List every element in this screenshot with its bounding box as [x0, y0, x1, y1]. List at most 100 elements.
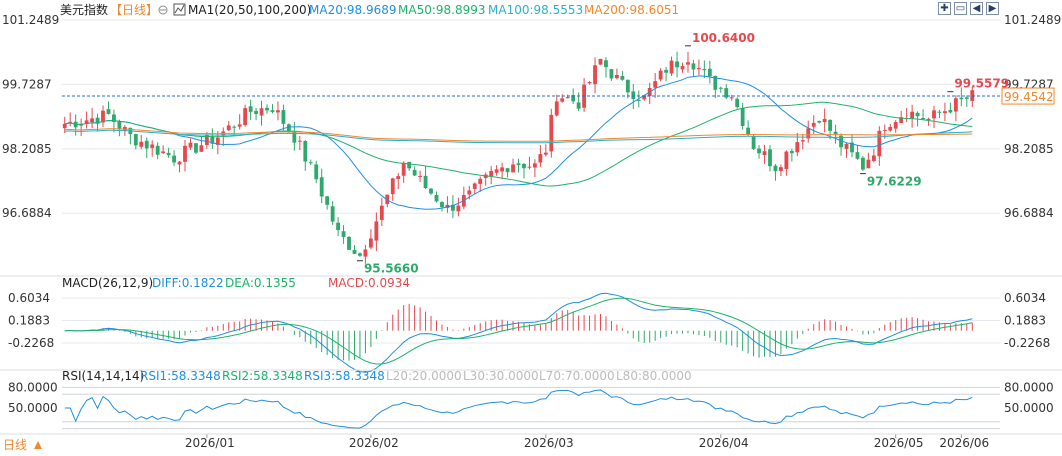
candle [511, 158, 515, 173]
candle [959, 87, 964, 107]
candle [325, 195, 330, 210]
candle [735, 97, 740, 109]
move-left-button[interactable]: ◀ [970, 2, 983, 15]
candle [866, 152, 871, 169]
candle [538, 144, 543, 167]
candle [937, 109, 942, 119]
candle [757, 145, 761, 159]
macd-label: MACD(26,12,9) [62, 276, 153, 290]
candle [215, 131, 220, 155]
candle [128, 127, 133, 145]
candle [702, 60, 707, 79]
candle [582, 78, 587, 112]
candle [161, 145, 166, 155]
move-right-button[interactable]: ▶ [986, 2, 999, 15]
candle [429, 187, 433, 196]
rsi-tick-right: 50.0000 [1004, 401, 1054, 415]
candle [576, 92, 581, 112]
macd-dea-value: DEA:0.1355 [225, 276, 296, 290]
price-tick-right: 98.2085 [1004, 142, 1054, 156]
candle [822, 108, 827, 133]
candle [62, 116, 67, 133]
x-tick-label: 2026/02 [349, 436, 399, 450]
period-label: 【日线】 [110, 3, 158, 17]
candle [686, 51, 690, 73]
candle [713, 75, 718, 99]
rsi-tick-right: 80.0000 [1004, 380, 1054, 394]
x-tick-label: 2026/05 [874, 436, 924, 450]
rsi-l80: L80:80.0000 [616, 369, 692, 383]
candle [336, 217, 341, 237]
candle [73, 114, 78, 136]
candle [390, 177, 395, 201]
price-tick-left: 99.7287 [2, 77, 52, 91]
candle [861, 156, 865, 171]
x-tick-label: 2026/01 [185, 436, 235, 450]
ma200-value: MA200:98.6051 [584, 3, 679, 17]
candle [729, 94, 734, 101]
candle [210, 128, 215, 149]
price-tick-left: 98.2085 [2, 142, 52, 156]
ma50-line [64, 101, 973, 187]
zoom-out-button[interactable]: ▭ [954, 2, 967, 15]
candle [254, 108, 258, 121]
candle [724, 84, 729, 100]
candle [396, 172, 401, 190]
candle [691, 59, 696, 77]
settings-icon[interactable] [158, 5, 168, 15]
candle [226, 121, 231, 132]
macd-tick-left: -0.2268 [8, 336, 54, 350]
candle [587, 81, 592, 85]
ma100-value: MA100:98.5553 [488, 3, 583, 17]
candle [281, 104, 286, 131]
rsi-l70: L70:70.0000 [539, 369, 615, 383]
candle [762, 144, 767, 164]
caret-up-icon[interactable] [34, 441, 42, 449]
candle [440, 201, 444, 212]
candle [106, 101, 111, 115]
ma20-line [64, 75, 973, 210]
candle [664, 66, 669, 82]
candle [341, 225, 346, 244]
candle [456, 197, 461, 217]
zoom-in-button[interactable]: ✚ [938, 2, 951, 15]
candle [505, 167, 510, 178]
candle [330, 201, 335, 225]
ma200-line [64, 128, 973, 142]
rsi-l20: L20:20.0000 [386, 369, 462, 383]
candle [84, 111, 89, 129]
candle [631, 84, 636, 110]
x-tick-label: 2026/03 [524, 436, 574, 450]
candle [500, 162, 505, 180]
candle [297, 135, 302, 151]
annotation-recent-high: 99.5579 [954, 77, 1009, 91]
ma-label: MA1(20,50,100,200) [188, 3, 311, 17]
candle [746, 120, 751, 137]
rsi3-value: RSI3:58.3348 [304, 369, 385, 383]
candle [560, 94, 565, 103]
candle [620, 70, 625, 81]
candle [779, 164, 783, 177]
rsi-l30: L30:30.0000 [463, 369, 539, 383]
candle [768, 145, 772, 172]
candle [516, 158, 521, 173]
indicator-icon[interactable] [173, 3, 186, 16]
zoom-in-icon: ✚ [940, 3, 949, 14]
candle [423, 165, 428, 189]
candle [155, 142, 160, 160]
annotation-low: 95.5660 [364, 262, 419, 276]
candle [243, 104, 248, 127]
candle [543, 144, 548, 157]
candle [352, 245, 357, 254]
candle [379, 197, 384, 226]
candle [445, 196, 450, 213]
candle [932, 105, 936, 129]
candle [418, 170, 423, 183]
candle [926, 117, 931, 126]
candle [680, 62, 685, 73]
candle [166, 147, 171, 158]
x-axis: 2026/01 2026/02 2026/03 2026/04 2026/05 2026/… [185, 434, 989, 450]
